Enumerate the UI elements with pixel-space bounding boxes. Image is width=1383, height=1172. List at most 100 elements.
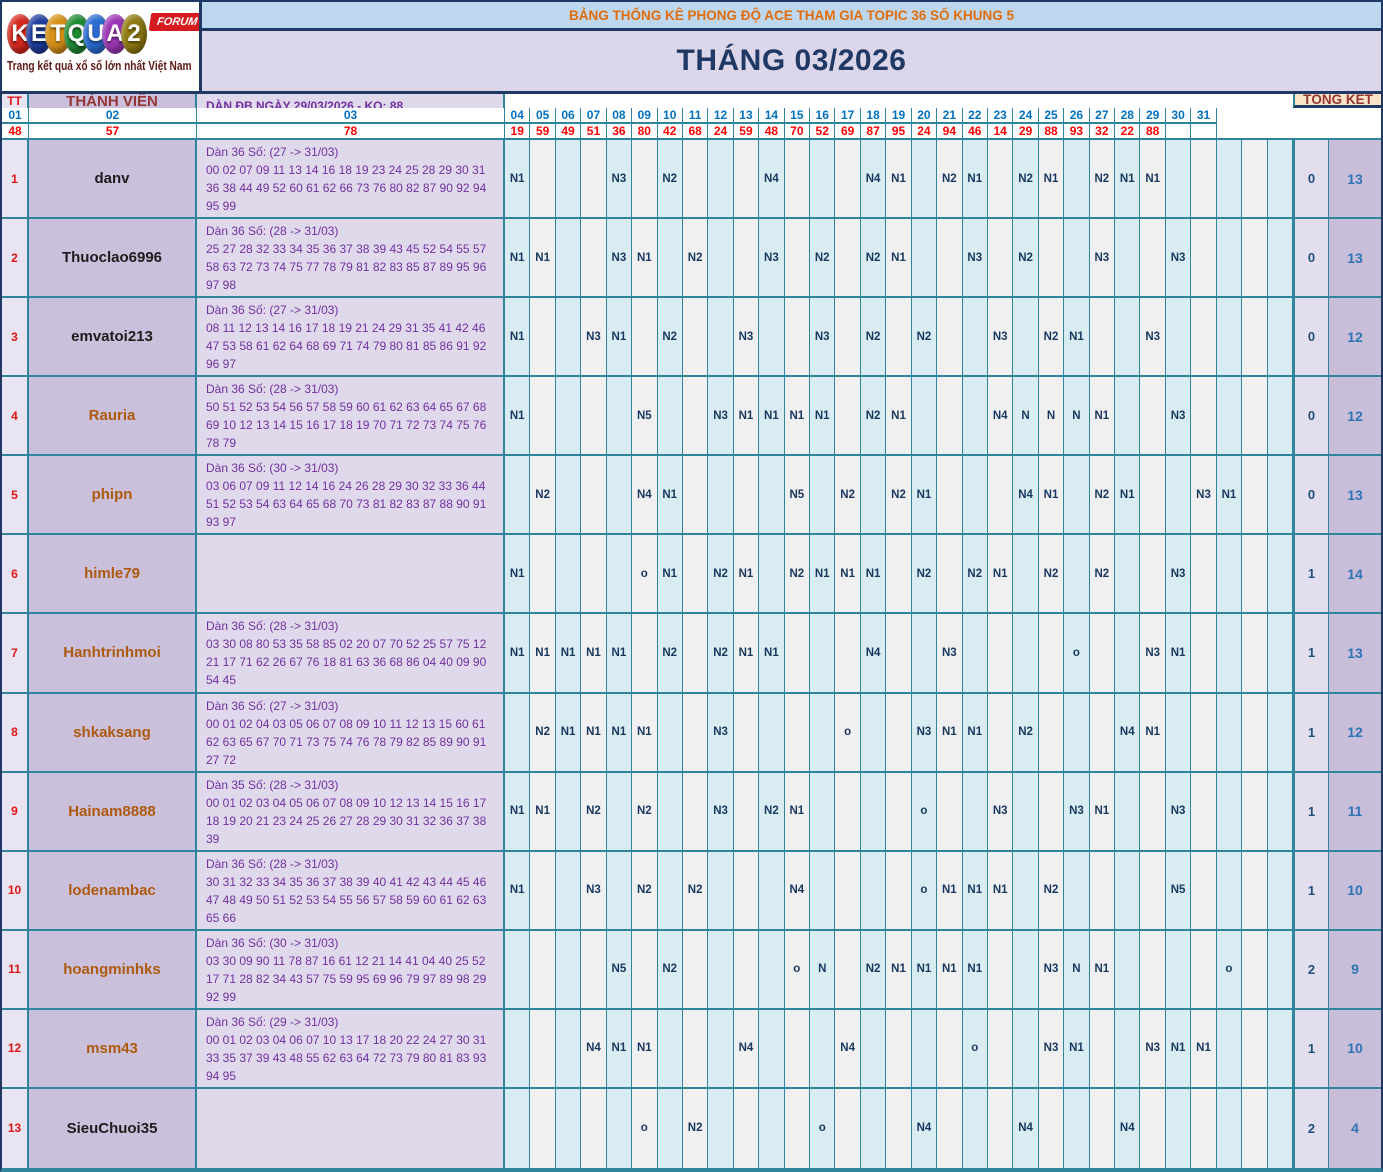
- day-cell: N1: [911, 456, 938, 534]
- day-number: 12: [708, 108, 733, 124]
- day-cell: N3: [1089, 219, 1116, 297]
- summary-hit-count: 13: [1329, 219, 1381, 297]
- day-number: 27: [1089, 108, 1115, 124]
- day-cell: [555, 219, 582, 297]
- day-cell: N4: [987, 377, 1014, 455]
- member-row: 1 danv Dàn 36 Số: (27 -> 31/03) 00 02 07 09…: [2, 140, 1381, 220]
- day-cell: [1115, 219, 1141, 297]
- day-cell: N1: [860, 535, 887, 613]
- summary-hit-count: 11: [1329, 772, 1381, 850]
- day-cell: N1: [632, 219, 658, 297]
- day-column-header: 27 32: [1089, 108, 1116, 138]
- day-cell: N2: [632, 851, 658, 929]
- day-cell: N3: [1140, 614, 1166, 692]
- day-cell: N1: [505, 219, 531, 297]
- title-area: BẢNG THỐNG KÊ PHONG ĐỘ ACE THAM GIA TOPI…: [202, 2, 1381, 91]
- day-cell: [530, 298, 556, 376]
- day-cell: [962, 456, 988, 534]
- day-cell: [657, 377, 683, 455]
- day-cell: [1191, 535, 1217, 613]
- day-cell: N3: [1140, 1009, 1166, 1087]
- member-rank: 13: [2, 1088, 29, 1168]
- day-cell: [860, 1088, 887, 1168]
- day-cell: N1: [1165, 614, 1192, 692]
- day-cell: [555, 377, 582, 455]
- day-cell: [886, 772, 912, 850]
- summary-hit-count: 12: [1329, 693, 1381, 771]
- day-cell: N2: [911, 535, 938, 613]
- day-cell: [1191, 930, 1217, 1008]
- day-cell: [682, 930, 709, 1008]
- day-cell: [555, 298, 582, 376]
- day-cell: [1115, 298, 1141, 376]
- day-column-header: 20 24: [911, 108, 938, 138]
- member-name: lodenambac: [29, 851, 197, 929]
- member-dan-numbers: [197, 1088, 505, 1168]
- day-cell: [682, 140, 709, 218]
- day-cell: [581, 456, 607, 534]
- dan-number-list: 00 01 02 03 04 06 07 10 13 17 18 20 22 2…: [206, 1032, 487, 1083]
- day-cell: [733, 219, 760, 297]
- day-cell: [784, 693, 811, 771]
- day-cell: [810, 851, 836, 929]
- day-cell: [1216, 851, 1243, 929]
- dan-title: Dàn 36 Số: (30 -> 31/03): [206, 935, 339, 950]
- day-cell: [632, 298, 658, 376]
- day-cell: N1: [606, 693, 633, 771]
- day-cell: N1: [987, 535, 1014, 613]
- day-cell: o: [632, 535, 658, 613]
- day-cell: N2: [1038, 298, 1065, 376]
- member-rank: 6: [2, 535, 29, 613]
- day-number: 08: [606, 108, 632, 124]
- day-cell: [1242, 219, 1268, 297]
- day-cell: N2: [1089, 140, 1116, 218]
- day-cell: [682, 1009, 709, 1087]
- day-cell: N1: [733, 614, 760, 692]
- day-result-value: 24: [917, 124, 931, 138]
- day-result-value: 19: [510, 124, 524, 138]
- member-row: 3 emvatoi213 Dàn 36 Số: (27 -> 31/03) 08 11…: [2, 298, 1381, 378]
- day-cell: o: [810, 1088, 836, 1168]
- month-title: THÁNG 03/2026: [202, 31, 1381, 91]
- member-dan-numbers: Dàn 36 Số: (28 -> 31/03) 03 30 08 80 53 3…: [197, 614, 505, 692]
- day-cell: [1165, 930, 1192, 1008]
- day-cell: o: [911, 851, 938, 929]
- day-cell: N4: [860, 614, 887, 692]
- day-cell: [810, 456, 836, 534]
- day-cell: [784, 140, 811, 218]
- day-cell: N1: [1089, 930, 1116, 1008]
- day-cell: [1191, 693, 1217, 771]
- day-result-value: 87: [866, 124, 880, 138]
- day-cell: N1: [937, 851, 963, 929]
- day-number: 31: [1191, 108, 1216, 124]
- day-cell: [1242, 614, 1268, 692]
- day-cell: [657, 1009, 683, 1087]
- day-cell: [1064, 140, 1090, 218]
- day-cell: [1115, 772, 1141, 850]
- day-cell: N1: [835, 535, 861, 613]
- day-column-header: 22 46: [962, 108, 988, 138]
- day-cell: [1191, 851, 1217, 929]
- day-cell: [1191, 1088, 1217, 1168]
- day-cell: [911, 219, 938, 297]
- column-header-dan: DÀN ĐB NGÀY 29/03/2026 - KQ: 88: [197, 94, 505, 108]
- day-cell: [911, 614, 938, 692]
- day-column-header: 24 29: [1013, 108, 1039, 138]
- summary-miss-count: 2: [1293, 1088, 1329, 1168]
- day-result-value: 29: [1018, 124, 1033, 138]
- day-cell: N3: [1038, 930, 1065, 1008]
- day-cell: N1: [1140, 140, 1166, 218]
- day-cell: N1: [505, 535, 531, 613]
- day-cell: [1242, 693, 1268, 771]
- day-cell: N1: [733, 377, 760, 455]
- day-cell: [1089, 1088, 1116, 1168]
- day-cell: [810, 1009, 836, 1087]
- day-cell: [555, 851, 582, 929]
- day-cell: [835, 219, 861, 297]
- day-cell: [1242, 1009, 1268, 1087]
- member-dan-numbers: Dàn 36 Số: (28 -> 31/03) 30 31 32 33 34 3…: [197, 851, 505, 929]
- member-name: Rauria: [29, 377, 197, 455]
- day-cell: N2: [810, 219, 836, 297]
- summary-hit-count: 10: [1329, 851, 1381, 929]
- day-cell: [784, 1009, 811, 1087]
